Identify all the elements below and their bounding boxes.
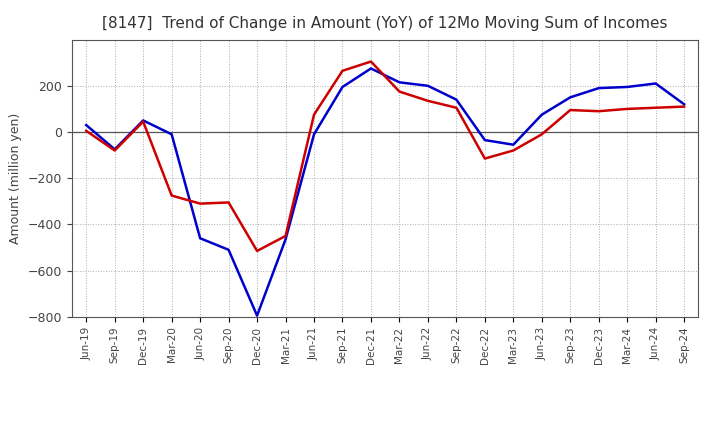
Ordinary Income	[566, 95, 575, 100]
Net Income	[480, 156, 489, 161]
Net Income	[82, 128, 91, 133]
Net Income	[680, 104, 688, 109]
Ordinary Income	[537, 112, 546, 117]
Net Income	[282, 233, 290, 238]
Ordinary Income	[225, 247, 233, 253]
Ordinary Income	[452, 97, 461, 102]
Ordinary Income	[423, 83, 432, 88]
Net Income	[253, 248, 261, 253]
Y-axis label: Amount (million yen): Amount (million yen)	[9, 113, 22, 244]
Net Income	[167, 193, 176, 198]
Line: Net Income: Net Income	[86, 62, 684, 251]
Ordinary Income	[395, 80, 404, 85]
Net Income	[366, 59, 375, 64]
Title: [8147]  Trend of Change in Amount (YoY) of 12Mo Moving Sum of Incomes: [8147] Trend of Change in Amount (YoY) o…	[102, 16, 668, 32]
Net Income	[537, 132, 546, 137]
Net Income	[623, 106, 631, 111]
Net Income	[225, 200, 233, 205]
Net Income	[395, 89, 404, 94]
Ordinary Income	[310, 132, 318, 137]
Net Income	[452, 105, 461, 110]
Net Income	[338, 68, 347, 73]
Net Income	[652, 105, 660, 110]
Ordinary Income	[139, 118, 148, 123]
Ordinary Income	[253, 313, 261, 318]
Net Income	[139, 119, 148, 124]
Ordinary Income	[480, 137, 489, 143]
Ordinary Income	[196, 236, 204, 241]
Ordinary Income	[282, 237, 290, 242]
Net Income	[423, 98, 432, 103]
Net Income	[595, 109, 603, 114]
Ordinary Income	[167, 132, 176, 137]
Net Income	[310, 112, 318, 117]
Ordinary Income	[82, 122, 91, 128]
Net Income	[509, 148, 518, 153]
Ordinary Income	[623, 84, 631, 90]
Ordinary Income	[680, 102, 688, 107]
Ordinary Income	[338, 84, 347, 90]
Ordinary Income	[595, 85, 603, 91]
Line: Ordinary Income: Ordinary Income	[86, 69, 684, 315]
Net Income	[566, 107, 575, 113]
Ordinary Income	[110, 147, 119, 152]
Ordinary Income	[366, 66, 375, 71]
Ordinary Income	[652, 81, 660, 86]
Ordinary Income	[509, 142, 518, 147]
Net Income	[196, 201, 204, 206]
Net Income	[110, 148, 119, 153]
